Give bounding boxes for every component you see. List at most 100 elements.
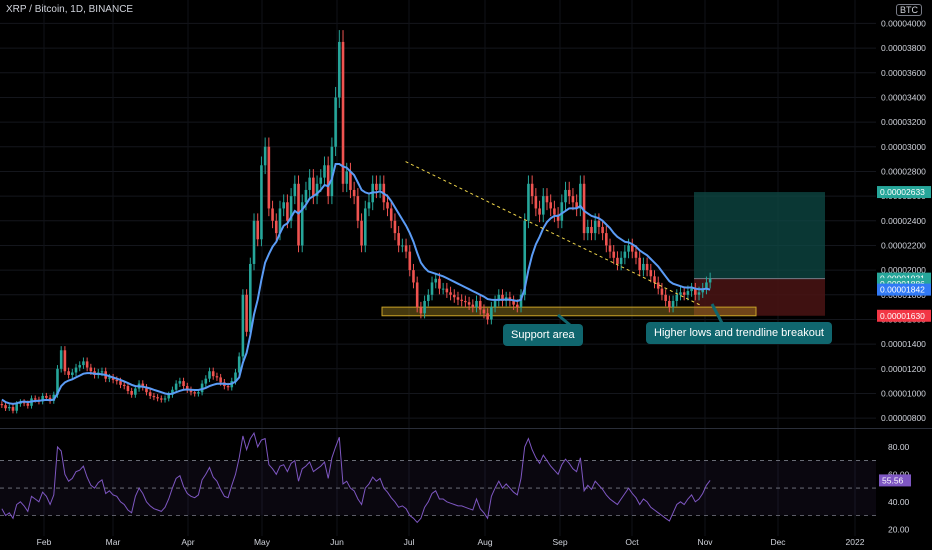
price-tick: 0.00003200 [881, 117, 926, 127]
candle-body [642, 263, 645, 271]
candle-body [108, 377, 111, 379]
candle-body [11, 407, 15, 411]
candle-body [616, 257, 619, 264]
currency-badge[interactable]: BTC [896, 4, 922, 16]
candle-body [393, 220, 397, 234]
candle-body [334, 97, 337, 147]
candle-body [694, 288, 697, 295]
rsi-tick: 20.00 [888, 524, 910, 534]
candle-body [111, 377, 115, 380]
candle-body [423, 300, 426, 314]
candle-body [434, 278, 438, 283]
candle-body [645, 263, 649, 271]
candle-body [100, 371, 104, 373]
candle-body [171, 389, 174, 395]
candle-body [152, 395, 156, 398]
candle-body [193, 392, 196, 394]
candle-body [415, 282, 419, 308]
time-tick: Dec [770, 537, 786, 547]
support-zone [381, 306, 757, 317]
price-tick: 0.00002000 [881, 265, 926, 275]
price-axis: 0.00000800 0.00001000 0.00001200 0.00001400… [881, 18, 926, 423]
candle-body [623, 251, 627, 258]
candle-body [278, 208, 282, 234]
candle-body [408, 251, 412, 271]
candle-body [56, 368, 59, 395]
candle-body [586, 226, 590, 234]
moving-average-line [1, 163, 711, 405]
candle-body [638, 257, 641, 271]
candle-body [579, 183, 582, 209]
price-tag-text: 0.00001842 [880, 285, 925, 295]
candle-body [349, 171, 352, 190]
candle-body [0, 404, 4, 406]
callout-pointer-breakout [710, 303, 724, 324]
candle-body [605, 233, 608, 246]
candle-body [597, 220, 601, 227]
candle-body [397, 233, 400, 246]
rsi-tick: 80.00 [888, 442, 910, 452]
candle-body [249, 263, 252, 332]
time-tick: Nov [697, 537, 713, 547]
candle-body [122, 384, 126, 387]
time-tick: Feb [37, 537, 52, 547]
candle-body [237, 356, 241, 373]
candle-body [134, 388, 137, 395]
candle-body [512, 300, 515, 305]
price-tick: 0.00002800 [881, 166, 926, 176]
rsi-value-bg [879, 474, 911, 487]
candle-body [241, 294, 245, 357]
candle-body [705, 282, 708, 289]
candle-body [130, 390, 133, 395]
candle-body [467, 302, 471, 305]
price-labels: 0.000026330.000019310.000018860.00001842… [877, 186, 931, 322]
rsi-tick: 60.00 [888, 469, 910, 479]
trade-zones [381, 192, 825, 317]
candle-body [464, 300, 467, 303]
candle-body [656, 282, 660, 289]
candle-body [686, 291, 690, 295]
candle-body [582, 183, 586, 234]
candle-body [289, 196, 293, 221]
price-tag-bg [877, 283, 931, 296]
candle-body [386, 202, 389, 209]
price-tag-text: 0.00002633 [880, 187, 925, 197]
time-tick: Aug [477, 537, 492, 547]
candle-body [160, 398, 163, 400]
candle-body [245, 294, 248, 332]
candle-body [145, 387, 148, 393]
candle-body [427, 294, 430, 301]
candle-body [430, 282, 434, 295]
candle-body [185, 386, 189, 390]
candle-body [85, 361, 89, 368]
price-tick: 0.00002200 [881, 240, 926, 250]
descending-trendline [405, 161, 703, 307]
candle-body [208, 371, 211, 379]
candle-body [312, 177, 315, 197]
candle-body [167, 394, 171, 399]
candle-body [519, 294, 523, 308]
candle-body [653, 276, 656, 283]
candle-body [682, 292, 686, 295]
candle-body [323, 165, 326, 178]
candle-body [200, 383, 204, 393]
candle-body [619, 257, 623, 264]
candle-body [493, 300, 497, 308]
candle-body [67, 371, 70, 375]
candle-body [556, 214, 560, 221]
candle-body [304, 189, 308, 203]
candle-body [319, 177, 323, 184]
candle-body [389, 208, 393, 221]
candle-body [156, 397, 159, 399]
candle-body [516, 304, 519, 308]
candle-body [256, 220, 260, 240]
time-tick: Mar [106, 537, 121, 547]
candle-body [452, 294, 456, 298]
candle-body [378, 183, 382, 190]
price-tick: 0.00003000 [881, 142, 926, 152]
candle-body [293, 183, 297, 197]
candle-body [226, 386, 230, 388]
candle-body [234, 372, 237, 382]
price-tag-bg [877, 309, 931, 322]
